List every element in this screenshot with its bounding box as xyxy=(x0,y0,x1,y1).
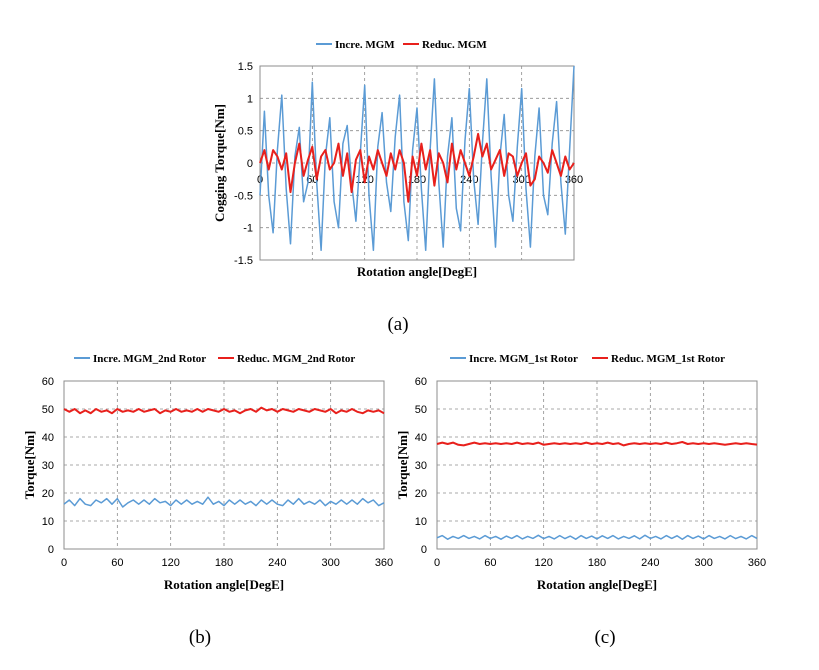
x-tick-label: 240 xyxy=(641,557,659,569)
y-tick-label: 50 xyxy=(42,404,54,416)
panel-label: (b) xyxy=(189,627,211,648)
y-tick-label: 0 xyxy=(48,544,54,556)
y-tick-label: 0.5 xyxy=(238,126,253,138)
y-axis-title: Torque[Nm] xyxy=(22,431,37,500)
x-axis-title: Rotation angle[DegE] xyxy=(164,577,284,592)
panel-label: (c) xyxy=(594,627,615,648)
series-line-0 xyxy=(63,496,385,508)
x-tick-label: 300 xyxy=(321,557,339,569)
x-tick-label: 60 xyxy=(111,557,123,569)
y-tick-label: 20 xyxy=(415,488,427,500)
y-tick-label: -1 xyxy=(243,223,253,235)
x-tick-label: 60 xyxy=(484,557,496,569)
y-tick-label: 0 xyxy=(247,158,253,170)
y-tick-label: 0 xyxy=(421,544,427,556)
x-tick-label: 180 xyxy=(588,557,606,569)
x-tick-label: 360 xyxy=(748,557,766,569)
series-line-1 xyxy=(259,132,575,203)
y-tick-label: 40 xyxy=(42,432,54,444)
x-tick-label: 0 xyxy=(257,174,263,186)
chart-panel-1: 0 10 20 30 40 50 60 0 60 120 180 240 300 360 Incre. MG… xyxy=(22,353,393,648)
y-axis-title: Cogging Torque[Nm] xyxy=(212,104,227,222)
y-tick-label: 10 xyxy=(42,516,54,528)
series-line-1 xyxy=(436,441,758,447)
legend-label: Incre. MGM_2nd Rotor xyxy=(93,353,206,365)
y-tick-label: 1 xyxy=(247,93,253,105)
x-tick-label: 360 xyxy=(375,557,393,569)
series-line-1 xyxy=(63,406,385,415)
y-tick-label: 30 xyxy=(415,460,427,472)
y-tick-label: 10 xyxy=(415,516,427,528)
x-tick-label: 120 xyxy=(534,557,552,569)
y-axis-title: Torque[Nm] xyxy=(395,431,410,500)
y-tick-label: 50 xyxy=(415,404,427,416)
chart-panel-2: 0 10 20 30 40 50 60 0 60 120 180 240 300 360 Incre. MG… xyxy=(395,353,766,648)
y-tick-label: -1.5 xyxy=(234,255,253,267)
legend-label: Reduc. MGM xyxy=(422,39,487,51)
y-tick-label: 60 xyxy=(42,376,54,388)
legend-label: Reduc. MGM_2nd Rotor xyxy=(237,353,355,365)
chart-panel-0: -1.5-1-0.500.511.50 60 120 180 240 300 360Incr… xyxy=(212,39,583,335)
x-axis-title: Rotation angle[DegE] xyxy=(357,264,477,279)
x-axis-title: Rotation angle[DegE] xyxy=(537,577,657,592)
x-tick-label: 240 xyxy=(268,557,286,569)
y-tick-label: 40 xyxy=(415,432,427,444)
legend-label: Reduc. MGM_1st Rotor xyxy=(611,353,725,365)
x-tick-label: 0 xyxy=(434,557,440,569)
x-tick-label: 120 xyxy=(161,557,179,569)
x-tick-label: 0 xyxy=(61,557,67,569)
x-tick-label: 180 xyxy=(215,557,233,569)
legend-label: Incre. MGM_1st Rotor xyxy=(469,353,578,365)
y-tick-label: -0.5 xyxy=(234,190,253,202)
x-tick-label: 300 xyxy=(694,557,712,569)
series-line-0 xyxy=(259,65,575,252)
series-line-0 xyxy=(436,534,758,540)
panel-label: (a) xyxy=(387,314,408,335)
y-tick-label: 1.5 xyxy=(238,61,253,73)
y-tick-label: 60 xyxy=(415,376,427,388)
y-tick-label: 30 xyxy=(42,460,54,472)
x-tick-label: 360 xyxy=(565,174,583,186)
y-tick-label: 20 xyxy=(42,488,54,500)
legend-label: Incre. MGM xyxy=(335,39,395,51)
